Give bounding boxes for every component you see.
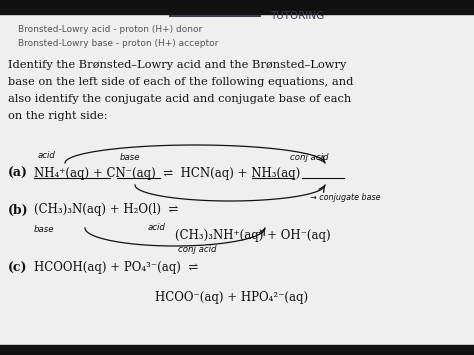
Text: → conjugate base: → conjugate base [310,192,381,202]
Text: TUTORING: TUTORING [270,11,324,21]
Text: acid: acid [148,224,166,233]
Text: (b): (b) [8,203,28,217]
Text: on the right side:: on the right side: [8,111,108,121]
Text: HCOO⁻(aq) + HPO₄²⁻(aq): HCOO⁻(aq) + HPO₄²⁻(aq) [155,291,308,305]
Text: NH₄⁺(aq) + CN⁻(aq)  ⇌  HCN(aq) + NH₃(aq): NH₄⁺(aq) + CN⁻(aq) ⇌ HCN(aq) + NH₃(aq) [34,166,300,180]
Text: base on the left side of each of the following equations, and: base on the left side of each of the fol… [8,77,354,87]
Text: Bronsted-Lowry base - proton (H+) acceptor: Bronsted-Lowry base - proton (H+) accept… [18,38,219,48]
Text: conj acid: conj acid [290,153,328,162]
Text: HCOOH(aq) + PO₄³⁻(aq)  ⇌: HCOOH(aq) + PO₄³⁻(aq) ⇌ [34,262,198,274]
Text: also identify the conjugate acid and conjugate base of each: also identify the conjugate acid and con… [8,94,351,104]
Text: base: base [34,225,55,235]
Text: Bronsted-Lowry acid - proton (H+) donor: Bronsted-Lowry acid - proton (H+) donor [18,26,202,34]
Text: base: base [120,153,140,162]
Text: conj acid: conj acid [178,245,217,253]
Text: (c): (c) [8,262,27,274]
Text: (CH₃)₃N(aq) + H₂O(l)  ⇌: (CH₃)₃N(aq) + H₂O(l) ⇌ [34,203,178,217]
Text: Identify the Brønsted–Lowry acid and the Brønsted–Lowry: Identify the Brønsted–Lowry acid and the… [8,60,346,70]
Text: acid: acid [38,151,56,159]
Text: (a): (a) [8,166,28,180]
Text: (CH₃)₃NH⁺(aq) + OH⁻(aq): (CH₃)₃NH⁺(aq) + OH⁻(aq) [175,229,331,241]
